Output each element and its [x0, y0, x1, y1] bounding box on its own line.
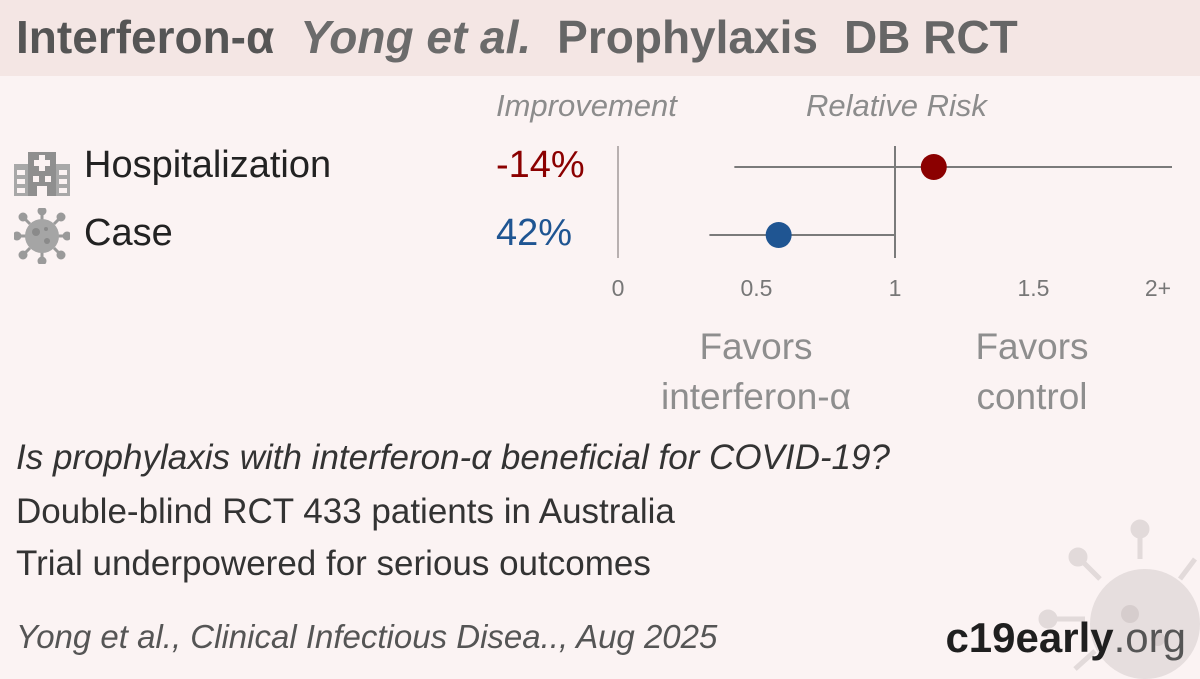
citation: Yong et al., Clinical Infectious Disea..… — [16, 618, 718, 655]
x-tick-label: 1.5 — [1018, 275, 1050, 301]
favors-control-line-2: control — [976, 376, 1088, 417]
favors-treatment-line-1: Favors — [699, 326, 813, 367]
improvement-case: 42% — [496, 212, 573, 254]
brand-main: c19early — [945, 614, 1114, 661]
outcome-label-case: Case — [84, 212, 173, 254]
estimate-point-case — [765, 222, 792, 248]
favors-treatment-label: Favors interferon-α — [661, 322, 851, 422]
outcome-label-hospitalization: Hospitalization — [84, 144, 332, 186]
study-question: Is prophylaxis with interferon-α benefic… — [16, 438, 890, 477]
improvement-hospitalization: -14% — [496, 144, 585, 186]
hospital-icon — [14, 152, 70, 196]
improvement-column-header: Improvement — [496, 88, 677, 123]
favors-control-line-1: Favors — [975, 326, 1089, 367]
brand-logo[interactable]: c19early.org — [945, 614, 1186, 662]
title-design: DB RCT — [843, 11, 1018, 63]
title-treatment: Interferon-α — [16, 11, 275, 63]
page-title: Interferon-α Yong et al. Prophylaxis DB RCT — [16, 10, 1044, 64]
forest-plot: 0 0.5 1 1.5 2+ — [612, 146, 1172, 301]
favors-treatment-line-2: interferon-α — [660, 376, 852, 417]
x-tick-label: 1 — [889, 275, 902, 301]
title-study: Yong et al. — [300, 11, 532, 63]
estimate-point-hospitalization — [920, 154, 947, 180]
x-tick-label: 2+ — [1145, 275, 1171, 301]
study-note-line: Trial underpowered for serious outcomes — [16, 544, 651, 583]
brand-suffix: .org — [1113, 614, 1186, 661]
virus-icon — [14, 208, 70, 264]
title-setting: Prophylaxis — [557, 11, 818, 63]
favors-control-label: Favors control — [975, 322, 1088, 422]
x-tick-label: 0.5 — [741, 275, 773, 301]
virus-watermark-icon — [1038, 519, 1200, 679]
x-tick-label: 0 — [612, 275, 625, 301]
study-design-line: Double-blind RCT 433 patients in Austral… — [16, 492, 675, 531]
title-bar — [0, 0, 1200, 76]
relative-risk-column-header: Relative Risk — [806, 88, 987, 123]
